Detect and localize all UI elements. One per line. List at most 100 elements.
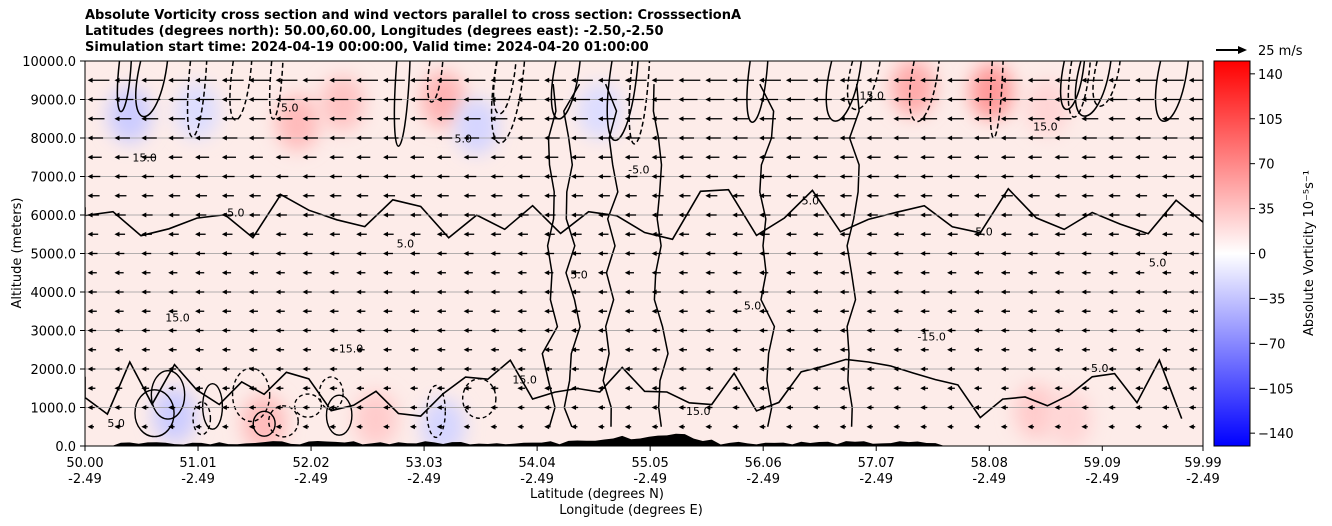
contour-label: 15.0 <box>860 89 885 102</box>
wind-arrow-head <box>221 193 227 199</box>
wind-arrow <box>1081 174 1095 179</box>
wind-arrow-head <box>1135 270 1141 276</box>
contour-line <box>1067 61 1092 118</box>
contour-line <box>134 389 175 438</box>
wind-arrow-head <box>920 366 926 372</box>
wind-arrow-head <box>920 405 926 410</box>
wind-arrow-head <box>920 97 926 102</box>
wind-arrow-head <box>356 174 362 179</box>
wind-arrow-head <box>490 308 496 314</box>
wind-arrow <box>678 77 701 83</box>
wind-arrow <box>947 347 956 353</box>
wind-arrow <box>195 251 205 256</box>
wind-arrow-head <box>221 135 227 141</box>
wind-arrow <box>705 270 715 276</box>
wind-arrow <box>1000 251 1011 256</box>
wind-arrow-head <box>705 347 711 353</box>
wind-arrow-head <box>785 97 791 102</box>
wind-arrow <box>517 308 527 314</box>
wind-arrow <box>195 193 208 199</box>
wind-arrow <box>1000 154 1015 160</box>
x-tick-label-lat: 54.04 <box>519 456 556 471</box>
wind-arrow-head <box>87 77 93 83</box>
wind-arrow-head <box>302 251 308 256</box>
wind-arrow <box>893 385 902 391</box>
wind-arrow <box>893 174 907 179</box>
wind-arrow <box>329 385 338 391</box>
wind-arrow <box>785 328 795 333</box>
contour-line <box>318 376 344 411</box>
wind-arrow-head <box>785 347 791 353</box>
wind-arrow <box>571 212 583 218</box>
wind-arrow-head <box>866 328 872 333</box>
wind-arrow <box>839 135 856 141</box>
wind-arrow-head <box>973 77 979 83</box>
contour-label: 15.0 <box>339 343 364 356</box>
wind-arrow-head <box>973 231 979 237</box>
wind-arrow-head <box>759 97 765 102</box>
wind-arrow <box>839 251 850 256</box>
wind-arrow-head <box>302 193 308 199</box>
wind-arrow-head <box>329 174 335 179</box>
wind-arrow <box>356 405 364 410</box>
wind-arrow <box>893 154 908 160</box>
wind-arrow-head <box>866 289 872 295</box>
wind-arrow <box>490 135 506 141</box>
wind-arrow <box>275 366 284 372</box>
wind-arrow-head <box>436 193 442 199</box>
contour-line <box>846 61 881 111</box>
wind-arrow <box>1054 289 1064 295</box>
wind-arrow-head <box>517 193 523 199</box>
wind-arrow-head <box>1108 328 1114 333</box>
wind-arrow <box>383 270 393 276</box>
wind-arrow <box>168 174 181 179</box>
wind-arrow <box>302 116 320 122</box>
wind-arrow <box>383 116 400 122</box>
wind-arrow-head <box>248 77 254 83</box>
wind-arrow-head <box>839 347 845 353</box>
wind-arrow-head <box>597 154 603 160</box>
wind-arrow-head <box>866 231 872 237</box>
wind-arrow-head <box>544 193 550 199</box>
wind-arrow-head <box>356 424 362 430</box>
wind-arrow-head <box>329 212 335 218</box>
wind-arrow-head <box>195 77 201 83</box>
wind-arrow <box>275 424 283 430</box>
wind-arrow <box>221 154 236 160</box>
wind-arrow <box>866 212 878 218</box>
wind-arrow-head <box>839 135 845 141</box>
wind-arrow <box>544 405 552 410</box>
wind-arrow-head <box>463 251 469 256</box>
wind-arrow <box>383 289 393 295</box>
wind-arrow-head <box>651 77 657 83</box>
wind-arrow-head <box>114 97 120 102</box>
wind-arrow-head <box>248 328 254 333</box>
wind-arrow-head <box>302 116 308 122</box>
wind-arrow <box>1054 347 1064 353</box>
wind-arrow-head <box>732 116 738 122</box>
wind-arrow <box>463 97 483 102</box>
wind-arrow <box>463 270 473 276</box>
wind-arrow <box>490 251 501 256</box>
colorbar-tick-label: 140 <box>1258 68 1283 83</box>
wind-arrow-head <box>490 270 496 276</box>
wind-arrow <box>409 77 432 83</box>
wind-arrow <box>759 231 770 237</box>
wind-arrow <box>1081 270 1091 276</box>
wind-arrow <box>785 77 808 83</box>
wind-arrow <box>705 135 721 141</box>
wind-arrow-head <box>168 97 174 102</box>
colorbar-tick-label: 0 <box>1258 248 1266 263</box>
wind-arrow <box>1054 251 1065 256</box>
wind-arrow-head <box>1135 231 1141 237</box>
vorticity-blob <box>275 94 320 151</box>
wind-arrow <box>544 174 557 179</box>
wind-arrow-head <box>973 116 979 122</box>
wind-arrow <box>141 231 152 237</box>
wind-arrow-head <box>87 308 93 314</box>
wind-arrow <box>463 174 477 179</box>
wind-arrow-head <box>114 347 120 353</box>
wind-arrow <box>356 116 374 122</box>
wind-arrow <box>1000 116 1018 122</box>
wind-arrow-head <box>651 347 657 353</box>
